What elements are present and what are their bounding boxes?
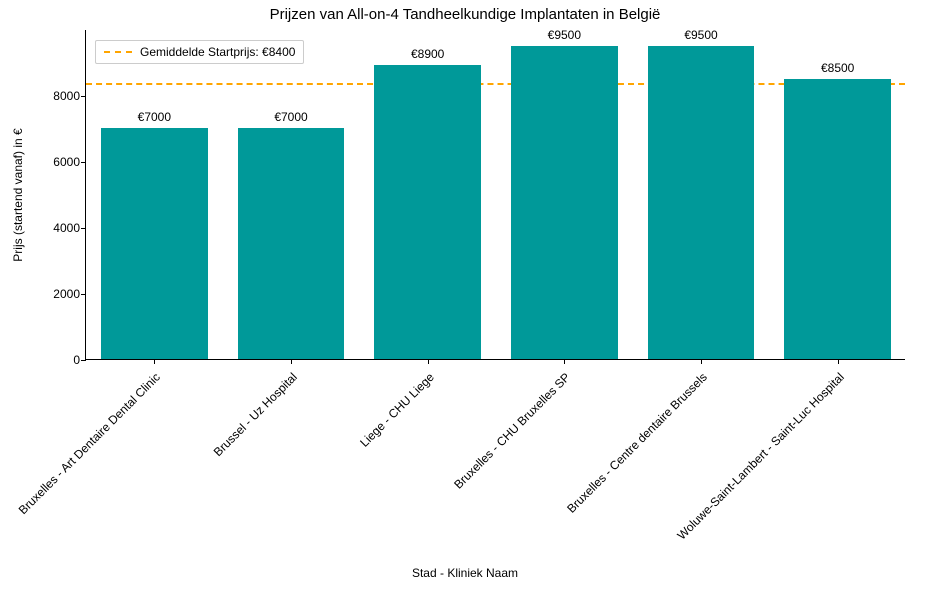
bar bbox=[784, 79, 891, 360]
bar-value-label: €8900 bbox=[411, 47, 444, 61]
bar-value-label: €9500 bbox=[548, 28, 581, 42]
y-tick-mark bbox=[81, 162, 86, 163]
y-tick-label: 8000 bbox=[30, 89, 86, 103]
x-tick-label: Brussel - Uz Hospital bbox=[211, 370, 300, 459]
y-tick-mark bbox=[81, 360, 86, 361]
bar bbox=[238, 128, 345, 359]
legend-label: Gemiddelde Startprijs: €8400 bbox=[140, 45, 295, 59]
x-axis-label: Stad - Kliniek Naam bbox=[0, 566, 930, 580]
y-tick-label: 6000 bbox=[30, 155, 86, 169]
y-tick-label: 2000 bbox=[30, 287, 86, 301]
bar bbox=[511, 46, 618, 360]
plot-area: 02000400060008000€7000€7000€8900€9500€95… bbox=[85, 30, 905, 360]
x-tick-label: Bruxelles - Art Dentaire Dental Clinic bbox=[16, 370, 163, 517]
bar-value-label: €7000 bbox=[138, 110, 171, 124]
bar-value-label: €9500 bbox=[684, 28, 717, 42]
y-tick-mark bbox=[81, 96, 86, 97]
bar bbox=[101, 128, 208, 359]
bar bbox=[648, 46, 755, 360]
y-tick-mark bbox=[81, 228, 86, 229]
bar-value-label: €8500 bbox=[821, 61, 854, 75]
bar-value-label: €7000 bbox=[274, 110, 307, 124]
y-tick-label: 0 bbox=[30, 353, 86, 367]
y-tick-mark bbox=[81, 294, 86, 295]
average-line bbox=[86, 83, 905, 85]
x-tick-mark bbox=[154, 359, 155, 364]
legend: Gemiddelde Startprijs: €8400 bbox=[95, 40, 304, 64]
x-tick-mark bbox=[838, 359, 839, 364]
x-tick-mark bbox=[564, 359, 565, 364]
chart-title: Prijzen van All-on-4 Tandheelkundige Imp… bbox=[0, 6, 930, 23]
x-tick-label: Liege - CHU Liege bbox=[357, 370, 437, 450]
chart-container: Prijzen van All-on-4 Tandheelkundige Imp… bbox=[0, 0, 930, 590]
x-tick-mark bbox=[428, 359, 429, 364]
x-tick-label: Bruxelles - CHU Bruxelles SP bbox=[452, 370, 574, 492]
y-axis-label: Prijs (startend vanaf) in € bbox=[11, 128, 25, 261]
x-tick-mark bbox=[291, 359, 292, 364]
x-tick-label: Bruxelles - Centre dentaire Brussels bbox=[564, 370, 710, 516]
bar bbox=[374, 65, 481, 359]
x-tick-mark bbox=[701, 359, 702, 364]
x-tick-label: Woluwe-Saint-Lambert - Saint-Luc Hospita… bbox=[674, 370, 846, 542]
legend-line-icon bbox=[104, 51, 132, 53]
y-tick-label: 4000 bbox=[30, 221, 86, 235]
